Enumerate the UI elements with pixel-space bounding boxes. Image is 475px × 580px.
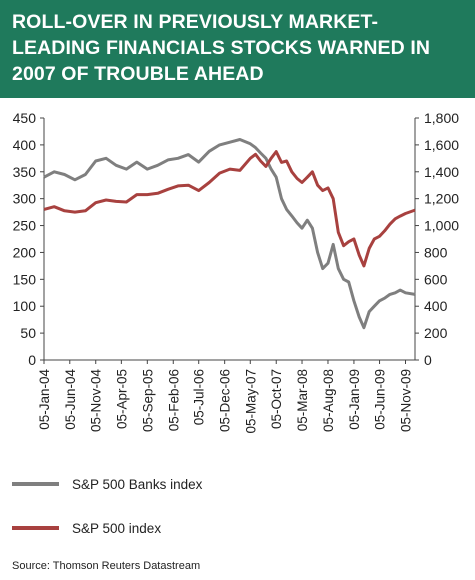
y-left-tick-label: 150 <box>13 271 37 287</box>
legend-item-banks: S&P 500 Banks index <box>12 474 202 494</box>
legend-label-sp500: S&P 500 index <box>72 520 162 536</box>
chart-title-bar: ROLL-OVER IN PREVIOUSLY MARKET-LEADING F… <box>0 0 475 98</box>
y-left-tick-label: 200 <box>13 244 37 260</box>
y-left-tick-label: 100 <box>13 298 37 314</box>
y-left-tick-label: 50 <box>20 325 36 341</box>
x-tick-label: 05-Jun-09 <box>373 369 388 430</box>
legend-item-sp500: S&P 500 index <box>12 518 161 538</box>
x-tick-label: 05-Apr-05 <box>114 369 129 429</box>
x-tick-label: 05-Aug-08 <box>321 369 336 432</box>
x-tick-label: 05-Nov-04 <box>89 369 104 433</box>
y-right-tick-label: 400 <box>424 298 448 314</box>
y-left-tick-label: 250 <box>13 218 37 234</box>
x-tick-label: 05-Oct-07 <box>269 369 284 429</box>
y-left-tick-label: 450 <box>13 110 37 126</box>
x-tick-label: 05-Nov-09 <box>399 369 414 432</box>
legend-swatch-sp500 <box>12 526 59 530</box>
y-right-tick-label: 600 <box>424 271 448 287</box>
y-left-tick-label: 0 <box>28 352 36 368</box>
x-tick-label: 05-Mar-08 <box>295 369 310 431</box>
x-tick-label: 05-Feb-06 <box>166 369 181 431</box>
x-tick-label: 05-Dec-06 <box>218 369 233 432</box>
y-left-tick-label: 300 <box>13 191 37 207</box>
y-left-tick-label: 400 <box>13 137 37 153</box>
banks-index-line <box>43 138 416 330</box>
x-tick-label: 05-Jan-09 <box>347 369 362 430</box>
y-right-tick-label: 1,200 <box>424 191 459 207</box>
sp500-index-line <box>43 150 416 268</box>
y-right-tick-label: 200 <box>424 325 448 341</box>
legend-swatch-banks <box>12 482 59 486</box>
x-tick-label: 05-Jan-04 <box>37 369 52 430</box>
legend-label-banks: S&P 500 Banks index <box>72 476 203 492</box>
source-note: Source: Thomson Reuters Datastream <box>12 560 201 572</box>
y-right-tick-label: 1,400 <box>424 164 459 180</box>
y-right-tick-label: 1,600 <box>424 137 459 153</box>
chart-area: 0 50 100 150 200 250 300 350 400 450 0 200 400 600 800… <box>13 110 460 434</box>
y-right-tick-label: 0 <box>424 352 432 368</box>
y-right-tick-label: 1,800 <box>424 110 459 126</box>
y-right-tick-label: 800 <box>424 244 448 260</box>
y-left-tick-label: 350 <box>13 164 37 180</box>
x-tick-label: 05-May-07 <box>243 369 258 434</box>
x-tick-label: 05-Sep-05 <box>140 369 155 432</box>
x-tick-label: 05-Jun-04 <box>63 369 78 430</box>
chart-title: ROLL-OVER IN PREVIOUSLY MARKET-LEADING F… <box>12 11 431 85</box>
x-tick-label: 05-Jul-06 <box>192 369 207 425</box>
y-right-tick-label: 1,000 <box>424 218 459 234</box>
